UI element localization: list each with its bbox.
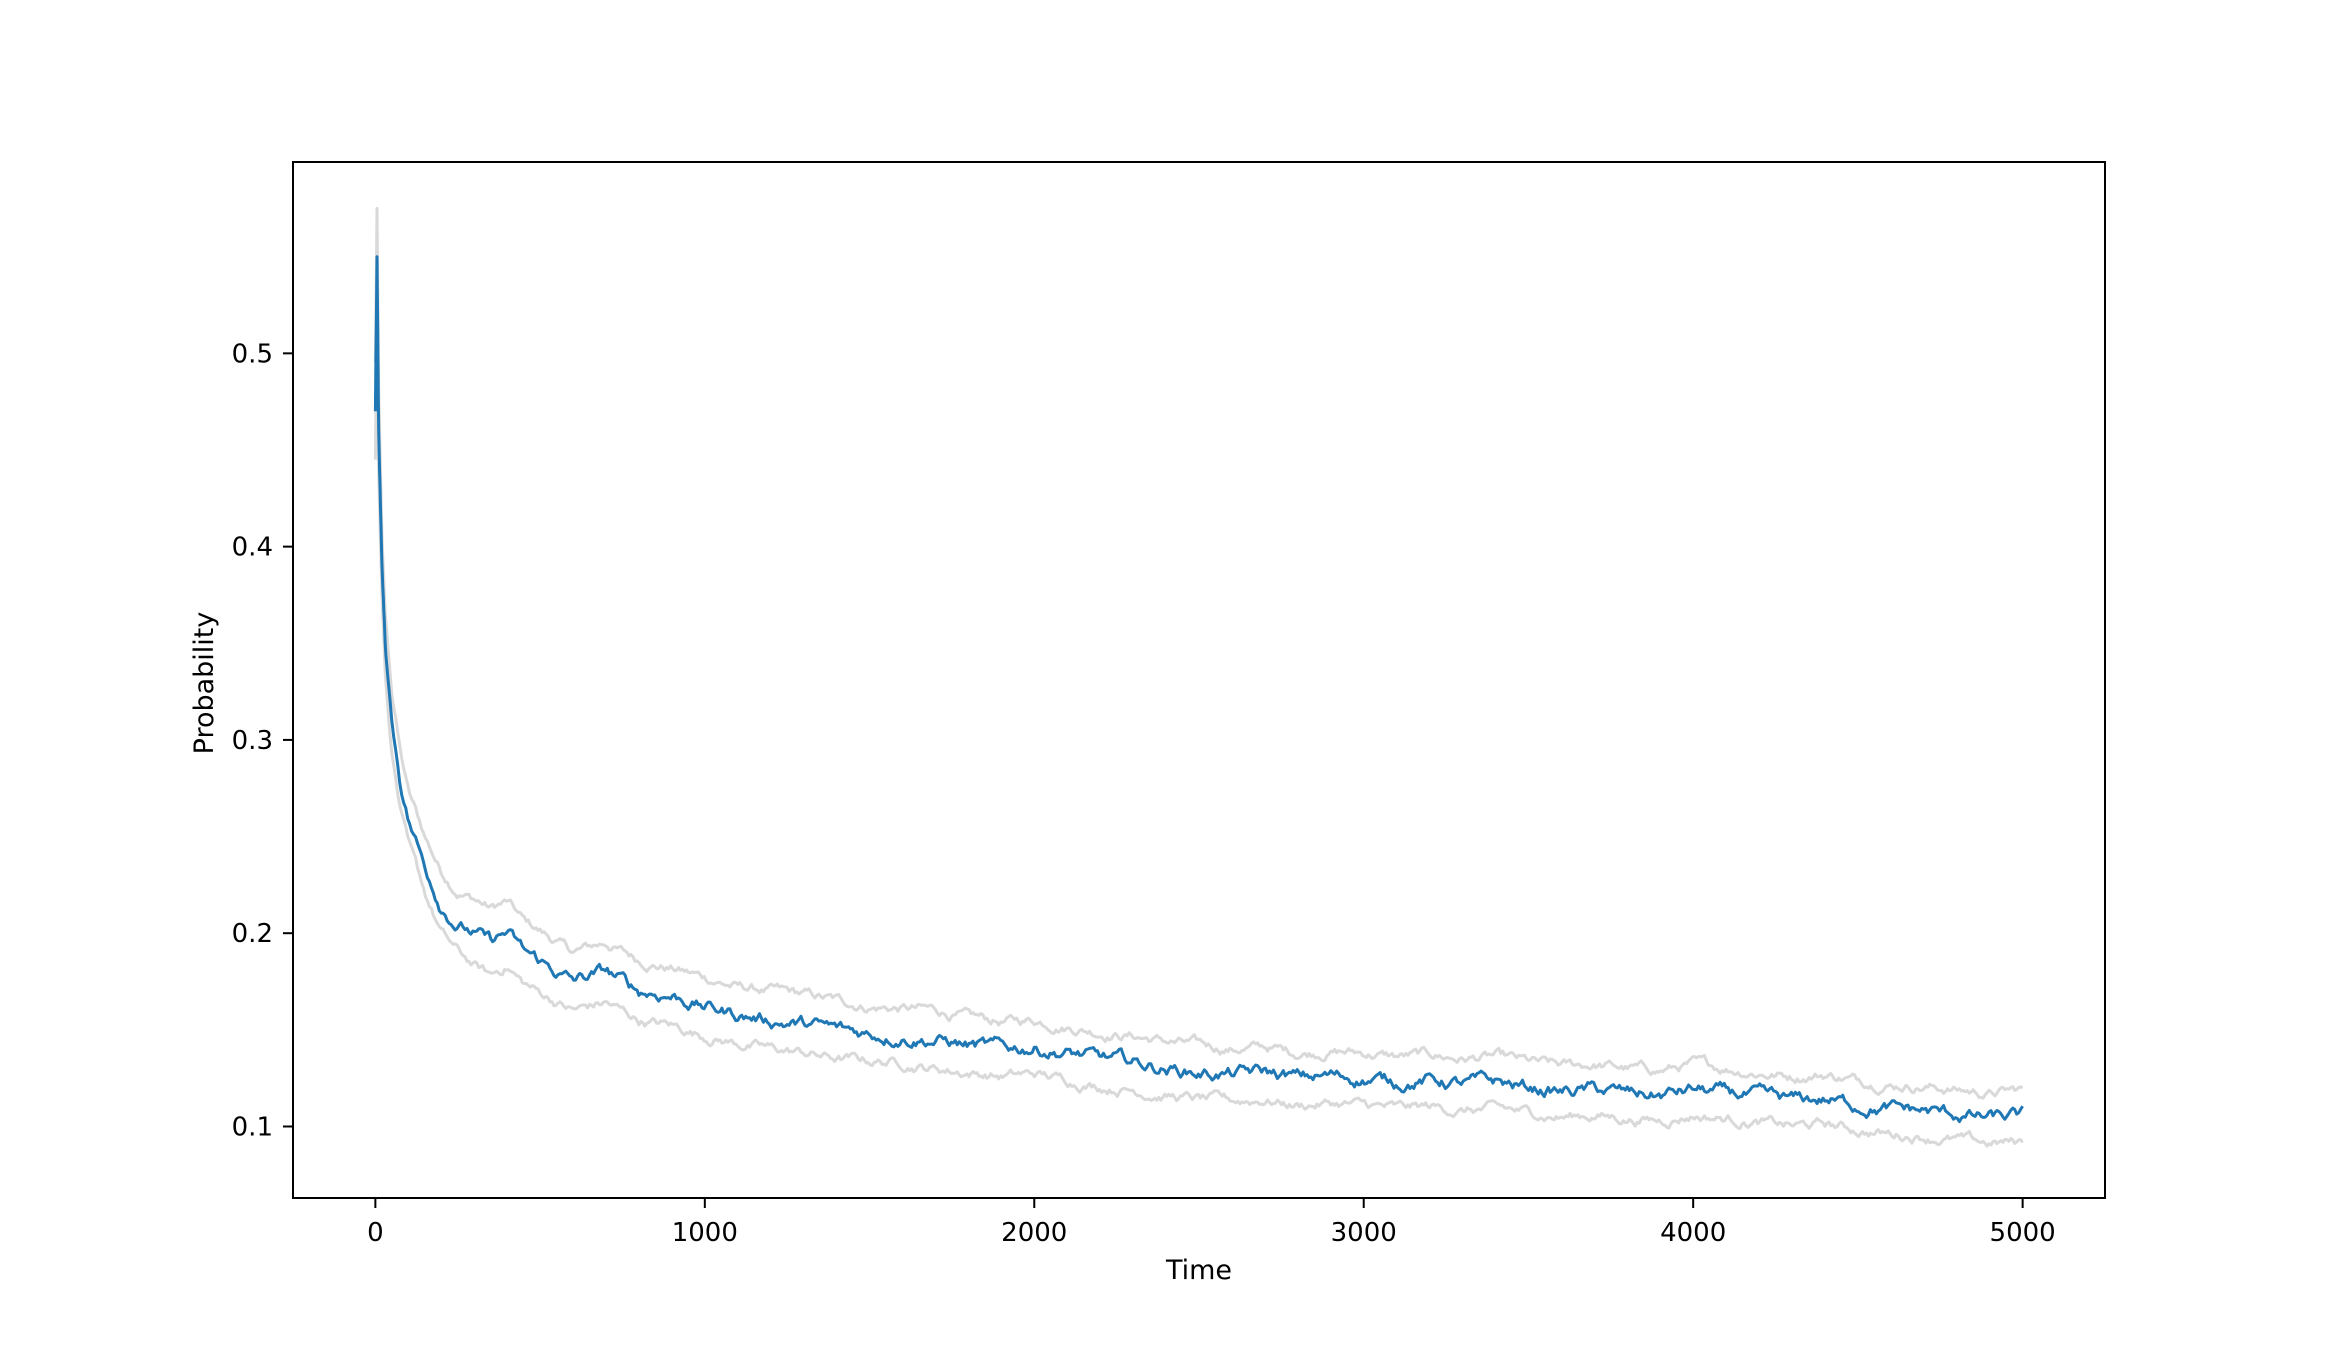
x-tick-label: 0	[367, 1218, 384, 1248]
y-tick-label: 0.3	[232, 726, 273, 756]
mean-series-line	[373, 255, 2024, 1124]
x-tick-label: 5000	[1990, 1218, 2056, 1248]
x-axis-label: Time	[1165, 1255, 1232, 1286]
lower-band-line	[373, 313, 2024, 1148]
x-tick-label: 2000	[1001, 1218, 1067, 1248]
x-axis: 0 1000 2000 3000 4000 5000	[367, 1198, 2056, 1248]
x-tick-label: 3000	[1331, 1218, 1397, 1248]
x-tick-label: 1000	[672, 1218, 738, 1248]
y-tick-label: 0.2	[232, 919, 273, 949]
y-axis-label: Probability	[189, 612, 220, 755]
plot-area	[373, 206, 2024, 1148]
y-tick-label: 0.1	[232, 1112, 273, 1142]
y-tick-label: 0.4	[232, 533, 273, 563]
y-axis: 0.1 0.2 0.3 0.4 0.5	[232, 339, 293, 1142]
y-tick-label: 0.5	[232, 339, 273, 369]
x-tick-label: 4000	[1660, 1218, 1726, 1248]
axes-frame	[292, 161, 2106, 1199]
upper-band-line	[373, 206, 2024, 1100]
